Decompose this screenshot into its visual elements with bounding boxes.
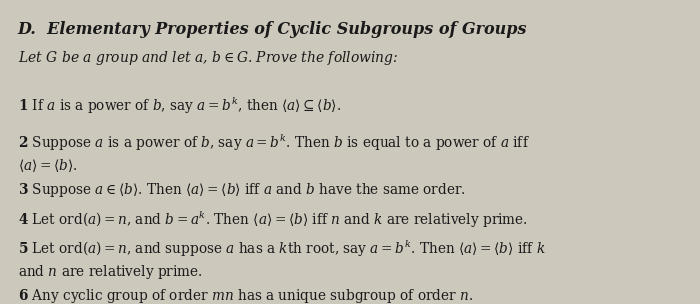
- Text: $\mathbf{5}$ Let ord$(a) = n$, and suppose $a$ has a $k$th root, say $a = b^k$. : $\mathbf{5}$ Let ord$(a) = n$, and suppo…: [18, 239, 545, 259]
- Text: D.  Elementary Properties of Cyclic Subgroups of Groups: D. Elementary Properties of Cyclic Subgr…: [18, 21, 527, 38]
- Text: $\mathbf{4}$ Let ord$(a) = n$, and $b = a^k$. Then $\langle a \rangle = \langle : $\mathbf{4}$ Let ord$(a) = n$, and $b = …: [18, 210, 527, 230]
- Text: $\mathbf{2}$ Suppose $a$ is a power of $b$, say $a = b^k$. Then $b$ is equal to : $\mathbf{2}$ Suppose $a$ is a power of $…: [18, 132, 529, 153]
- Text: Let $G$ be a group and let $a$, $b \in G$. Prove the following:: Let $G$ be a group and let $a$, $b \in G…: [18, 49, 398, 67]
- Text: $\mathbf{3}$ Suppose $a \in \langle b \rangle$. Then $\langle a \rangle = \langl: $\mathbf{3}$ Suppose $a \in \langle b \r…: [18, 181, 466, 199]
- Text: $\langle a \rangle = \langle b \rangle$.: $\langle a \rangle = \langle b \rangle$.: [18, 157, 77, 174]
- Text: and $n$ are relatively prime.: and $n$ are relatively prime.: [18, 263, 202, 281]
- Text: $\mathbf{1}$ If $a$ is a power of $b$, say $a = b^k$, then $\langle a \rangle \s: $\mathbf{1}$ If $a$ is a power of $b$, s…: [18, 96, 341, 116]
- Text: $\mathbf{6}$ Any cyclic group of order $mn$ has a unique subgroup of order $n$.: $\mathbf{6}$ Any cyclic group of order $…: [18, 287, 472, 304]
